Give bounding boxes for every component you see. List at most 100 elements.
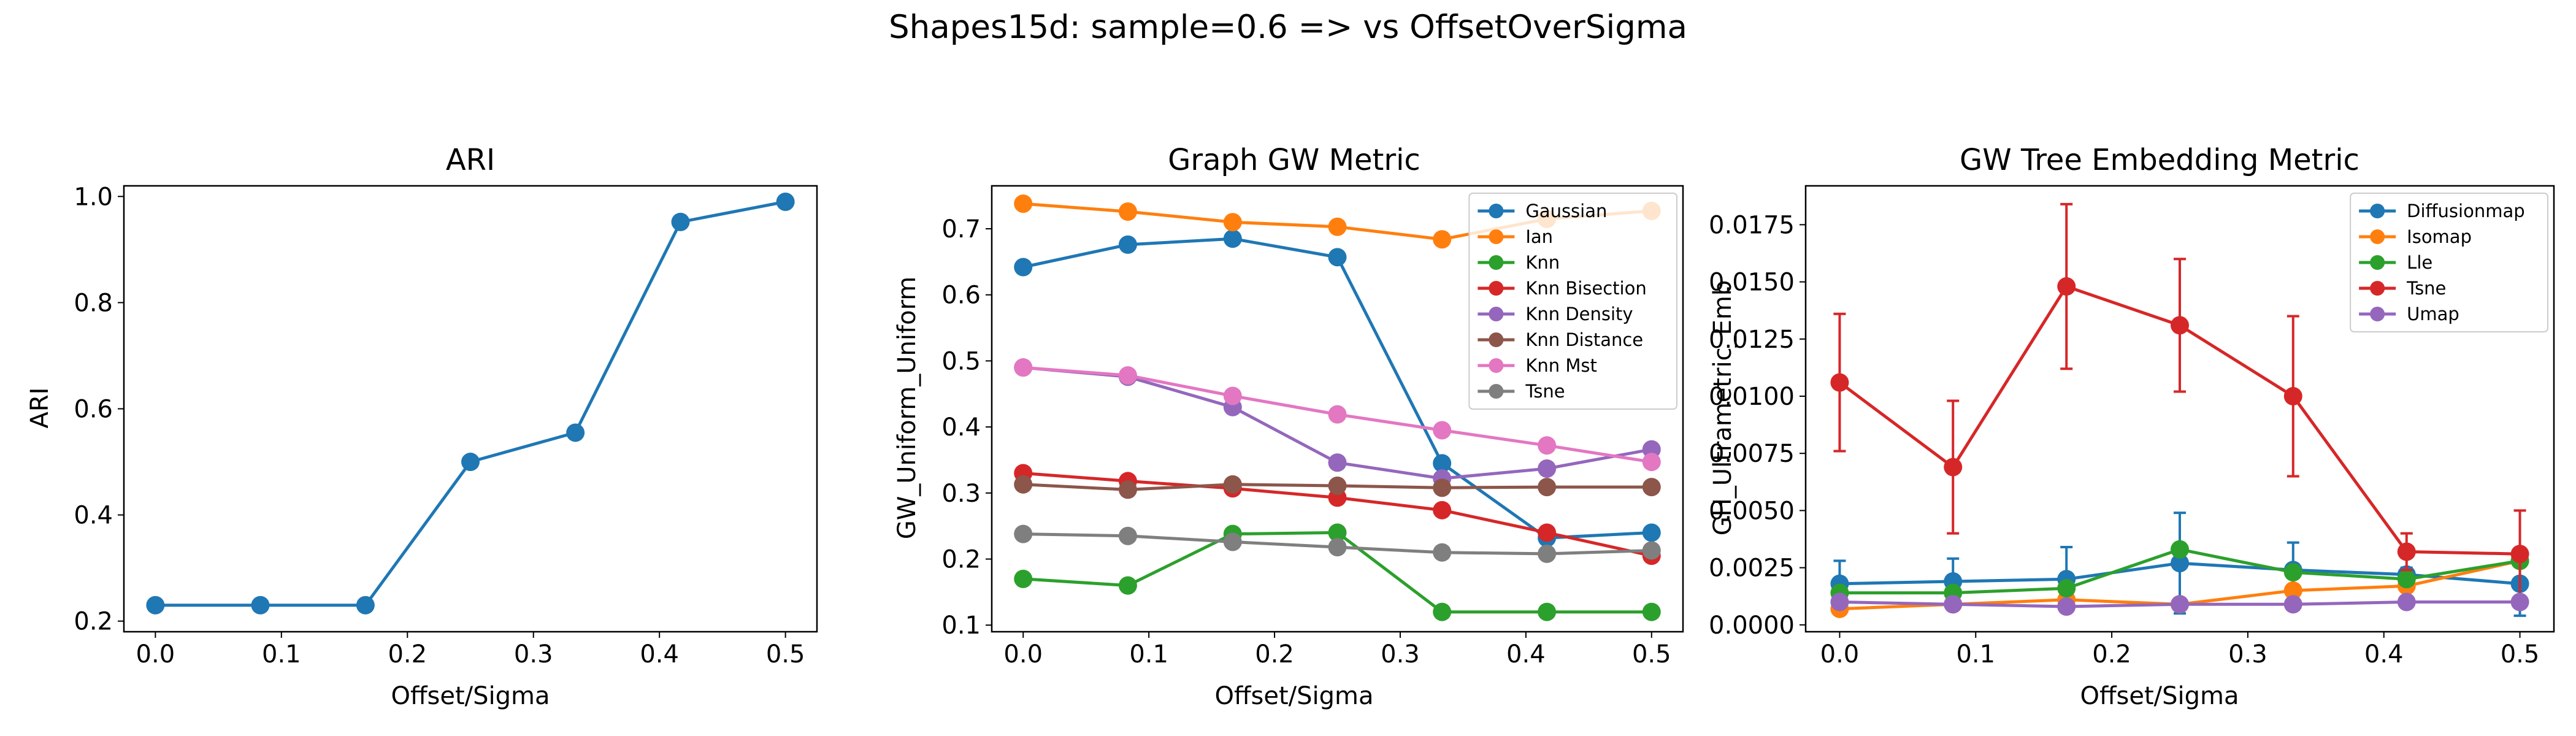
- data-point-gaussian: [1642, 523, 1661, 542]
- x-tick-label: 0.0: [1003, 640, 1043, 669]
- y-tick-label: 0.4: [941, 413, 981, 442]
- x-tick-label: 0.2: [388, 640, 427, 669]
- data-point-tsne: [1944, 458, 1963, 477]
- data-point-lle: [2283, 563, 2302, 582]
- legend-label-tsne: Tsne: [2406, 278, 2446, 299]
- data-point-ian: [1328, 217, 1347, 236]
- data-point-diffusionmap: [2171, 554, 2189, 573]
- y-tick-label: 0.0050: [1709, 497, 1795, 525]
- data-point-tsne: [2397, 542, 2416, 561]
- legend-label-isomap: Isomap: [2407, 226, 2472, 247]
- legend-marker-tsne: [1489, 384, 1504, 399]
- data-point-umap: [2057, 597, 2076, 616]
- data-point-knn-mst: [1642, 453, 1661, 472]
- data-point-knn-mst: [1014, 358, 1033, 377]
- legend-marker-knn-distance: [1489, 332, 1504, 347]
- legend-marker-isomap: [2370, 229, 2385, 244]
- y-tick-label: 0.3: [941, 480, 981, 508]
- data-point-tsne: [2171, 316, 2189, 335]
- data-point-knn-distance: [1223, 475, 1242, 494]
- y-tick-label: 0.2: [74, 608, 113, 636]
- y-tick-label: 0.7: [941, 215, 981, 243]
- data-point-ian: [1118, 202, 1137, 221]
- legend-marker-diffusionmap: [2370, 204, 2385, 218]
- data-point-ian: [1014, 194, 1033, 213]
- chart-title: ARI: [446, 143, 495, 177]
- legend-label-knn: Knn: [1525, 252, 1560, 273]
- data-point-series: [356, 596, 375, 615]
- legend-marker-gaussian: [1489, 204, 1504, 218]
- legend-marker-knn-bisection: [1489, 281, 1504, 296]
- data-point-tsne: [1014, 524, 1033, 543]
- y-tick-label: 1.0: [74, 183, 113, 211]
- data-point-umap: [2283, 595, 2302, 614]
- data-point-knn-distance: [1433, 478, 1452, 497]
- plot-area: [1804, 185, 2555, 633]
- legend-marker-lle: [2370, 255, 2385, 270]
- y-tick-label: 0.5: [941, 347, 981, 375]
- y-axis-label: GH_Ultrametric_Emb: [1709, 280, 1737, 536]
- x-tick-label: 0.1: [1129, 640, 1168, 669]
- data-point-umap: [2171, 595, 2189, 614]
- y-tick-label: 0.0100: [1709, 383, 1795, 411]
- data-point-knn-bisection: [1433, 500, 1452, 519]
- y-tick-label: 0.0025: [1709, 554, 1795, 583]
- chart-ari: ARI Offset/Sigma ARI 0.0 0.1 0.2 0.3 0.4 0.5 0…: [26, 143, 818, 710]
- x-tick-label: 0.4: [1506, 640, 1546, 669]
- data-point-knn-mst: [1328, 405, 1347, 424]
- data-point-isomap: [2283, 581, 2302, 600]
- y-tick-label: 0.0175: [1709, 211, 1795, 239]
- data-point-series: [146, 596, 165, 615]
- data-point-knn-mst: [1118, 366, 1137, 385]
- data-point-series: [251, 596, 270, 615]
- series-line-series: [155, 200, 786, 607]
- legend-label-gaussian: Gaussian: [1525, 201, 1607, 221]
- y-axis-label: GW_Uniform_Uniform: [893, 277, 921, 540]
- data-point-gaussian: [1014, 258, 1033, 277]
- x-tick-label: 0.3: [514, 640, 553, 669]
- data-point-tsne: [1642, 541, 1661, 560]
- x-tick-label: 0.3: [1381, 640, 1420, 669]
- data-point-tsne: [1118, 526, 1137, 545]
- data-point-knn-distance: [1014, 475, 1033, 494]
- y-tick-label: 0.6: [74, 396, 113, 424]
- y-tick-label: 0.0075: [1709, 440, 1795, 468]
- data-point-knn: [1538, 602, 1557, 621]
- data-point-knn: [1118, 576, 1137, 595]
- plot-area: [991, 185, 1684, 633]
- data-point-tsne: [1223, 532, 1242, 551]
- y-tick-label: 0.0125: [1709, 326, 1795, 354]
- data-point-knn-density: [1328, 453, 1347, 472]
- x-tick-label: 0.1: [262, 640, 301, 669]
- y-tick-label: 0.2: [941, 546, 981, 574]
- data-point-gaussian: [1328, 248, 1347, 267]
- data-point-knn-distance: [1642, 478, 1661, 497]
- data-point-umap: [1830, 592, 1849, 611]
- figure-suptitle: Shapes15d: sample=0.6 => vs OffsetOverSi…: [889, 9, 1687, 46]
- data-point-tsne: [1328, 538, 1347, 557]
- data-point-knn-mst: [1538, 436, 1557, 455]
- data-point-gaussian: [1223, 229, 1242, 248]
- legend-label-diffusionmap: Diffusionmap: [2407, 201, 2524, 221]
- data-point-knn: [1014, 569, 1033, 588]
- x-axis-label: Offset/Sigma: [391, 682, 550, 710]
- data-point-knn-bisection: [1538, 523, 1557, 542]
- x-tick-label: 0.3: [2228, 640, 2267, 669]
- data-point-gaussian: [1118, 235, 1137, 254]
- data-point-tsne: [2283, 386, 2302, 405]
- data-point-knn-distance: [1328, 476, 1347, 495]
- data-point-series: [671, 212, 690, 231]
- legend-label-knn-density: Knn Density: [1525, 304, 1633, 324]
- data-point-umap: [1944, 595, 1963, 614]
- data-point-knn: [1642, 602, 1661, 621]
- x-tick-label: 0.5: [2501, 640, 2540, 669]
- data-point-umap: [2397, 592, 2416, 611]
- legend-label-knn-mst: Knn Mst: [1525, 355, 1597, 376]
- data-point-series: [461, 453, 480, 472]
- x-tick-label: 0.4: [2364, 640, 2404, 669]
- data-point-tsne: [2510, 545, 2529, 564]
- plot-area: [123, 185, 818, 633]
- data-point-lle: [2397, 570, 2416, 589]
- legend-marker-knn-mst: [1489, 358, 1504, 373]
